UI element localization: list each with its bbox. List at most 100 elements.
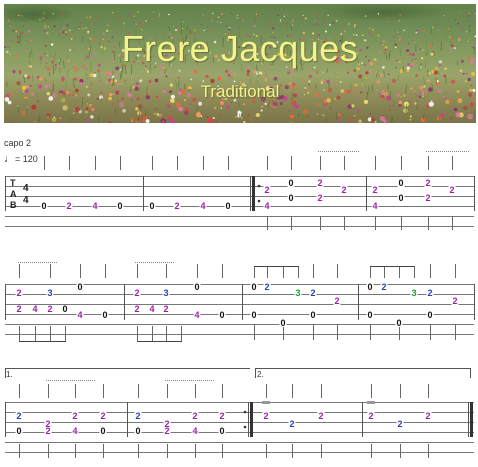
fret-knockout bbox=[262, 412, 270, 420]
fret-knockout bbox=[426, 311, 434, 319]
fret-number: 4 bbox=[72, 426, 77, 436]
tempo-marking: ♩= 120 bbox=[4, 153, 38, 165]
tab-clef-t: T bbox=[10, 178, 16, 188]
final-barline bbox=[470, 402, 473, 437]
fret-number: 0 bbox=[396, 318, 401, 328]
fret-knockout bbox=[287, 194, 295, 202]
system-2-frets: 2 2 4 3 2 0 0 4 0 2 2 4 3 2 0 4 0 0 2 3 … bbox=[15, 282, 459, 328]
fret-number: 3 bbox=[295, 288, 300, 298]
fret-knockout bbox=[309, 311, 317, 319]
fret-knockout bbox=[199, 202, 207, 210]
fret-knockout bbox=[134, 427, 142, 435]
fret-number: 0 bbox=[310, 310, 315, 320]
repeat-dot bbox=[257, 199, 261, 203]
fret-number: 0 bbox=[219, 426, 224, 436]
fret-knockout bbox=[46, 289, 54, 297]
fret-knockout bbox=[148, 305, 156, 313]
fret-knockout bbox=[263, 283, 271, 291]
fret-knockout bbox=[395, 319, 403, 327]
fret-number: 2 bbox=[192, 411, 197, 421]
fret-knockout bbox=[91, 202, 99, 210]
tempo-value: = 120 bbox=[15, 154, 38, 164]
fret-knockout bbox=[15, 427, 23, 435]
fret-knockout bbox=[163, 420, 171, 428]
fret-knockout bbox=[193, 311, 201, 319]
fret-number: 2 bbox=[16, 288, 21, 298]
fret-number: 2 bbox=[318, 411, 323, 421]
fret-number: 2 bbox=[334, 296, 339, 306]
system-1: T A B 4 4 0 2 4 0 0 2 bbox=[5, 151, 475, 230]
fret-knockout bbox=[410, 289, 418, 297]
fret-number: 2 bbox=[66, 201, 71, 211]
fret-number: 4 bbox=[149, 304, 154, 314]
system-1-frets: 0 2 4 0 0 2 4 0 2 4 0 0 2 2 2 2 4 0 0 2 … bbox=[40, 178, 456, 211]
tab-clef-b: B bbox=[10, 200, 17, 210]
fret-knockout bbox=[424, 194, 432, 202]
fret-number: 2 bbox=[16, 304, 21, 314]
chord-marker bbox=[262, 401, 270, 404]
fret-number: 2 bbox=[317, 178, 322, 188]
fret-number: 2 bbox=[397, 419, 402, 429]
fret-knockout bbox=[288, 420, 296, 428]
fret-knockout bbox=[133, 289, 141, 297]
fret-knockout bbox=[99, 412, 107, 420]
fret-number: 4 bbox=[92, 201, 97, 211]
fret-knockout bbox=[263, 202, 271, 210]
chord-marker bbox=[367, 401, 375, 404]
time-signature-bottom: 4 bbox=[23, 195, 29, 206]
fret-knockout bbox=[162, 305, 170, 313]
fret-number: 2 bbox=[289, 419, 294, 429]
fret-number: 2 bbox=[72, 411, 77, 421]
fret-knockout bbox=[116, 202, 124, 210]
fret-number: 2 bbox=[134, 288, 139, 298]
fret-knockout bbox=[173, 202, 181, 210]
fret-knockout bbox=[46, 305, 54, 313]
fret-knockout bbox=[40, 202, 48, 210]
fret-number: 2 bbox=[449, 185, 454, 195]
fret-number: 4 bbox=[372, 201, 377, 211]
fret-knockout bbox=[44, 427, 52, 435]
fret-number: 0 bbox=[288, 178, 293, 188]
fret-number: 0 bbox=[427, 310, 432, 320]
fret-number: 0 bbox=[102, 310, 107, 320]
fret-number: 0 bbox=[16, 426, 21, 436]
fret-number: 0 bbox=[398, 193, 403, 203]
fret-knockout bbox=[76, 311, 84, 319]
fret-knockout bbox=[371, 186, 379, 194]
fret-knockout bbox=[316, 179, 324, 187]
fret-number: 2 bbox=[452, 296, 457, 306]
fret-number: 4 bbox=[264, 201, 269, 211]
fret-number: 4 bbox=[200, 201, 205, 211]
fret-knockout bbox=[191, 427, 199, 435]
fret-number: 0 bbox=[41, 201, 46, 211]
fret-number: 2 bbox=[427, 288, 432, 298]
fret-number: 2 bbox=[100, 411, 105, 421]
song-title: Frere Jacques bbox=[121, 28, 359, 69]
fret-knockout bbox=[279, 319, 287, 327]
fret-knockout bbox=[224, 202, 232, 210]
fret-number: 0 bbox=[251, 310, 256, 320]
fret-number: 0 bbox=[77, 282, 82, 292]
fret-knockout bbox=[15, 305, 23, 313]
fret-number: 2 bbox=[47, 304, 52, 314]
fret-number: 2 bbox=[425, 411, 430, 421]
fret-knockout bbox=[397, 179, 405, 187]
fret-knockout bbox=[367, 412, 375, 420]
fret-number: 2 bbox=[264, 185, 269, 195]
fret-number: 0 bbox=[117, 201, 122, 211]
fret-number: 2 bbox=[372, 185, 377, 195]
fret-knockout bbox=[366, 311, 374, 319]
fret-knockout bbox=[31, 305, 39, 313]
fret-number: 0 bbox=[135, 426, 140, 436]
fret-number: 2 bbox=[425, 178, 430, 188]
fret-knockout bbox=[44, 420, 52, 428]
fret-knockout bbox=[451, 297, 459, 305]
fret-number: 2 bbox=[134, 304, 139, 314]
fret-knockout bbox=[133, 305, 141, 313]
song-composer: Traditional bbox=[200, 82, 280, 101]
fret-knockout bbox=[287, 179, 295, 187]
fret-number: 0 bbox=[225, 201, 230, 211]
repeat-end-barline bbox=[250, 402, 253, 437]
fret-number: 2 bbox=[264, 282, 269, 292]
